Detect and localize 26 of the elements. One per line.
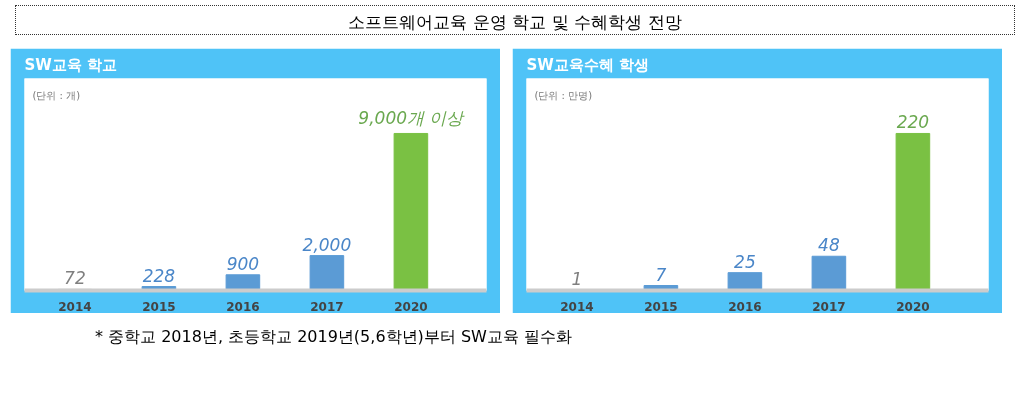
x-tick-label: 2016 <box>728 299 762 314</box>
data-label: 220 <box>896 112 930 133</box>
text: (단위 : 만명) <box>534 89 593 101</box>
x-tick-label: 2015 <box>644 299 678 314</box>
text: 소프트웨어교육 운영 학교 및 수혜학생 전망 <box>348 11 682 34</box>
data-label: 2,000 <box>302 234 352 255</box>
x-tick-label: 2017 <box>812 299 846 314</box>
chart-title: SW교육수혜 학생 <box>526 55 650 74</box>
x-tick-label: 2020 <box>896 299 930 314</box>
data-label: 48 <box>818 235 840 256</box>
x-tick-label: 2015 <box>142 299 176 314</box>
data-label: 228 <box>142 265 176 286</box>
text: (단위 : 개) <box>32 89 81 101</box>
data-label: 1 <box>571 268 583 289</box>
data-label: 7 <box>655 264 667 285</box>
x-tick-label: 2016 <box>226 299 260 314</box>
chart-title: SW교육 학교 <box>24 55 118 74</box>
data-label: 900 <box>226 253 260 274</box>
data-label: 25 <box>734 251 756 272</box>
data-label: 9,000개 이상 <box>358 108 466 129</box>
text: * 중학교 2018년, 초등학교 2019년(5,6학년)부터 SW교육 필수화 <box>95 326 572 348</box>
x-tick-label: 2014 <box>560 299 594 314</box>
data-label: 72 <box>64 268 86 289</box>
x-tick-label: 2014 <box>58 299 92 314</box>
x-tick-label: 2017 <box>310 299 344 314</box>
x-tick-label: 2020 <box>394 299 428 314</box>
